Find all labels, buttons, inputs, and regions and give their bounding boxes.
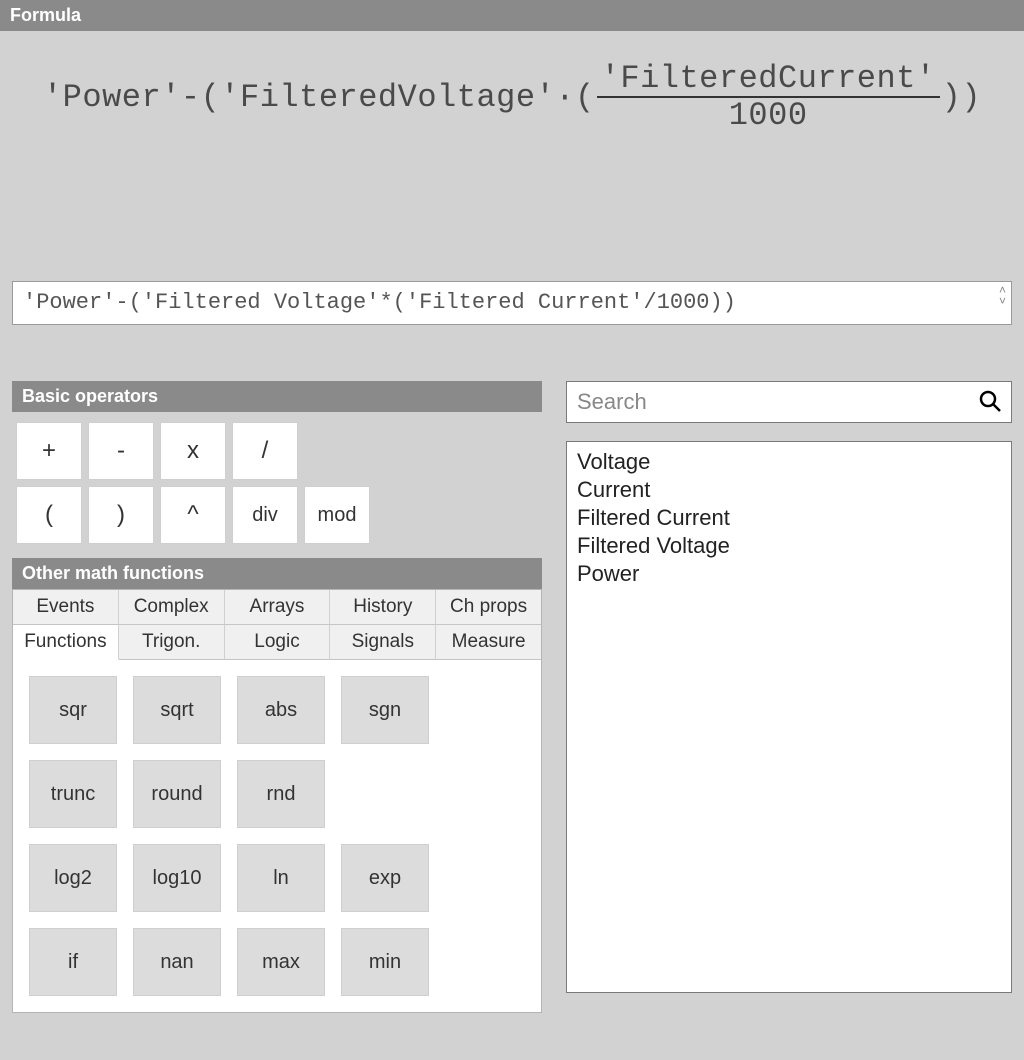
formula-input[interactable]: 'Power'-('Filtered Voltage'*('Filtered C… (12, 281, 1012, 325)
formula-render-area: 'Power'-('FilteredVoltage'·( 'FilteredCu… (0, 31, 1024, 281)
formula-denominator: 1000 (725, 98, 812, 133)
operator-x-button[interactable]: x (160, 422, 226, 480)
operator-mod-button[interactable]: mod (304, 486, 370, 544)
tabs-area: EventsComplexArraysHistoryCh props Funct… (12, 589, 542, 1013)
search-wrap (566, 381, 1012, 423)
variable-item-power[interactable]: Power (577, 560, 1001, 588)
tab-signals[interactable]: Signals (330, 625, 436, 660)
tab-trigon-[interactable]: Trigon. (119, 625, 225, 660)
functions-grid: sqrsqrtabssgn truncroundrnd log2log10lnexp… (13, 660, 541, 1012)
tab-events[interactable]: Events (13, 590, 119, 625)
formula-fraction: 'FilteredCurrent' 1000 (597, 61, 940, 133)
function-sgn-button[interactable]: sgn (341, 676, 429, 744)
operator-/-button[interactable]: / (232, 422, 298, 480)
tab-measure[interactable]: Measure (436, 625, 541, 660)
operator-)-button[interactable]: ) (88, 486, 154, 544)
function-nan-button[interactable]: nan (133, 928, 221, 996)
basic-operators-header: Basic operators (12, 381, 542, 412)
search-input[interactable] (566, 381, 1012, 423)
variable-item-current[interactable]: Current (577, 476, 1001, 504)
formula-post: )) (942, 79, 981, 116)
operator-div-button[interactable]: div (232, 486, 298, 544)
operator-^-button[interactable]: ^ (160, 486, 226, 544)
function-max-button[interactable]: max (237, 928, 325, 996)
tab-logic[interactable]: Logic (225, 625, 331, 660)
formula-input-spinner[interactable]: ˄ ˅ (999, 285, 1006, 307)
formula-numerator: 'FilteredCurrent' (597, 61, 940, 98)
function-rnd-button[interactable]: rnd (237, 760, 325, 828)
function-log10-button[interactable]: log10 (133, 844, 221, 912)
spinner-down-icon[interactable]: ˅ (999, 296, 1006, 307)
function-round-button[interactable]: round (133, 760, 221, 828)
function-abs-button[interactable]: abs (237, 676, 325, 744)
function-log2-button[interactable]: log2 (29, 844, 117, 912)
tab-ch-props[interactable]: Ch props (436, 590, 541, 625)
search-icon[interactable] (978, 389, 1002, 413)
formula-input-wrap: 'Power'-('Filtered Voltage'*('Filtered C… (12, 281, 1012, 331)
tab-history[interactable]: History (330, 590, 436, 625)
operator-(-button[interactable]: ( (16, 486, 82, 544)
function-ln-button[interactable]: ln (237, 844, 325, 912)
variable-item-filtered-voltage[interactable]: Filtered Voltage (577, 532, 1001, 560)
operator-grid: +-x/ ()^divmod (12, 412, 542, 558)
function-exp-button[interactable]: exp (341, 844, 429, 912)
tab-complex[interactable]: Complex (119, 590, 225, 625)
variable-list: VoltageCurrentFiltered CurrentFiltered V… (566, 441, 1012, 993)
variable-item-voltage[interactable]: Voltage (577, 448, 1001, 476)
other-math-header: Other math functions (12, 558, 542, 589)
variable-item-filtered-current[interactable]: Filtered Current (577, 504, 1001, 532)
formula-pre: 'Power'-('FilteredVoltage'·( (43, 79, 595, 116)
function-trunc-button[interactable]: trunc (29, 760, 117, 828)
operator-+-button[interactable]: + (16, 422, 82, 480)
function-sqr-button[interactable]: sqr (29, 676, 117, 744)
tab-arrays[interactable]: Arrays (225, 590, 331, 625)
tab-functions[interactable]: Functions (13, 625, 119, 660)
function-if-button[interactable]: if (29, 928, 117, 996)
function-min-button[interactable]: min (341, 928, 429, 996)
operator---button[interactable]: - (88, 422, 154, 480)
function-sqrt-button[interactable]: sqrt (133, 676, 221, 744)
formula-panel-header: Formula (0, 0, 1024, 31)
